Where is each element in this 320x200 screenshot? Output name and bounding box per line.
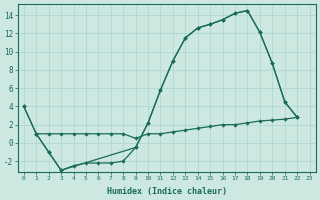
X-axis label: Humidex (Indice chaleur): Humidex (Indice chaleur) bbox=[107, 187, 227, 196]
